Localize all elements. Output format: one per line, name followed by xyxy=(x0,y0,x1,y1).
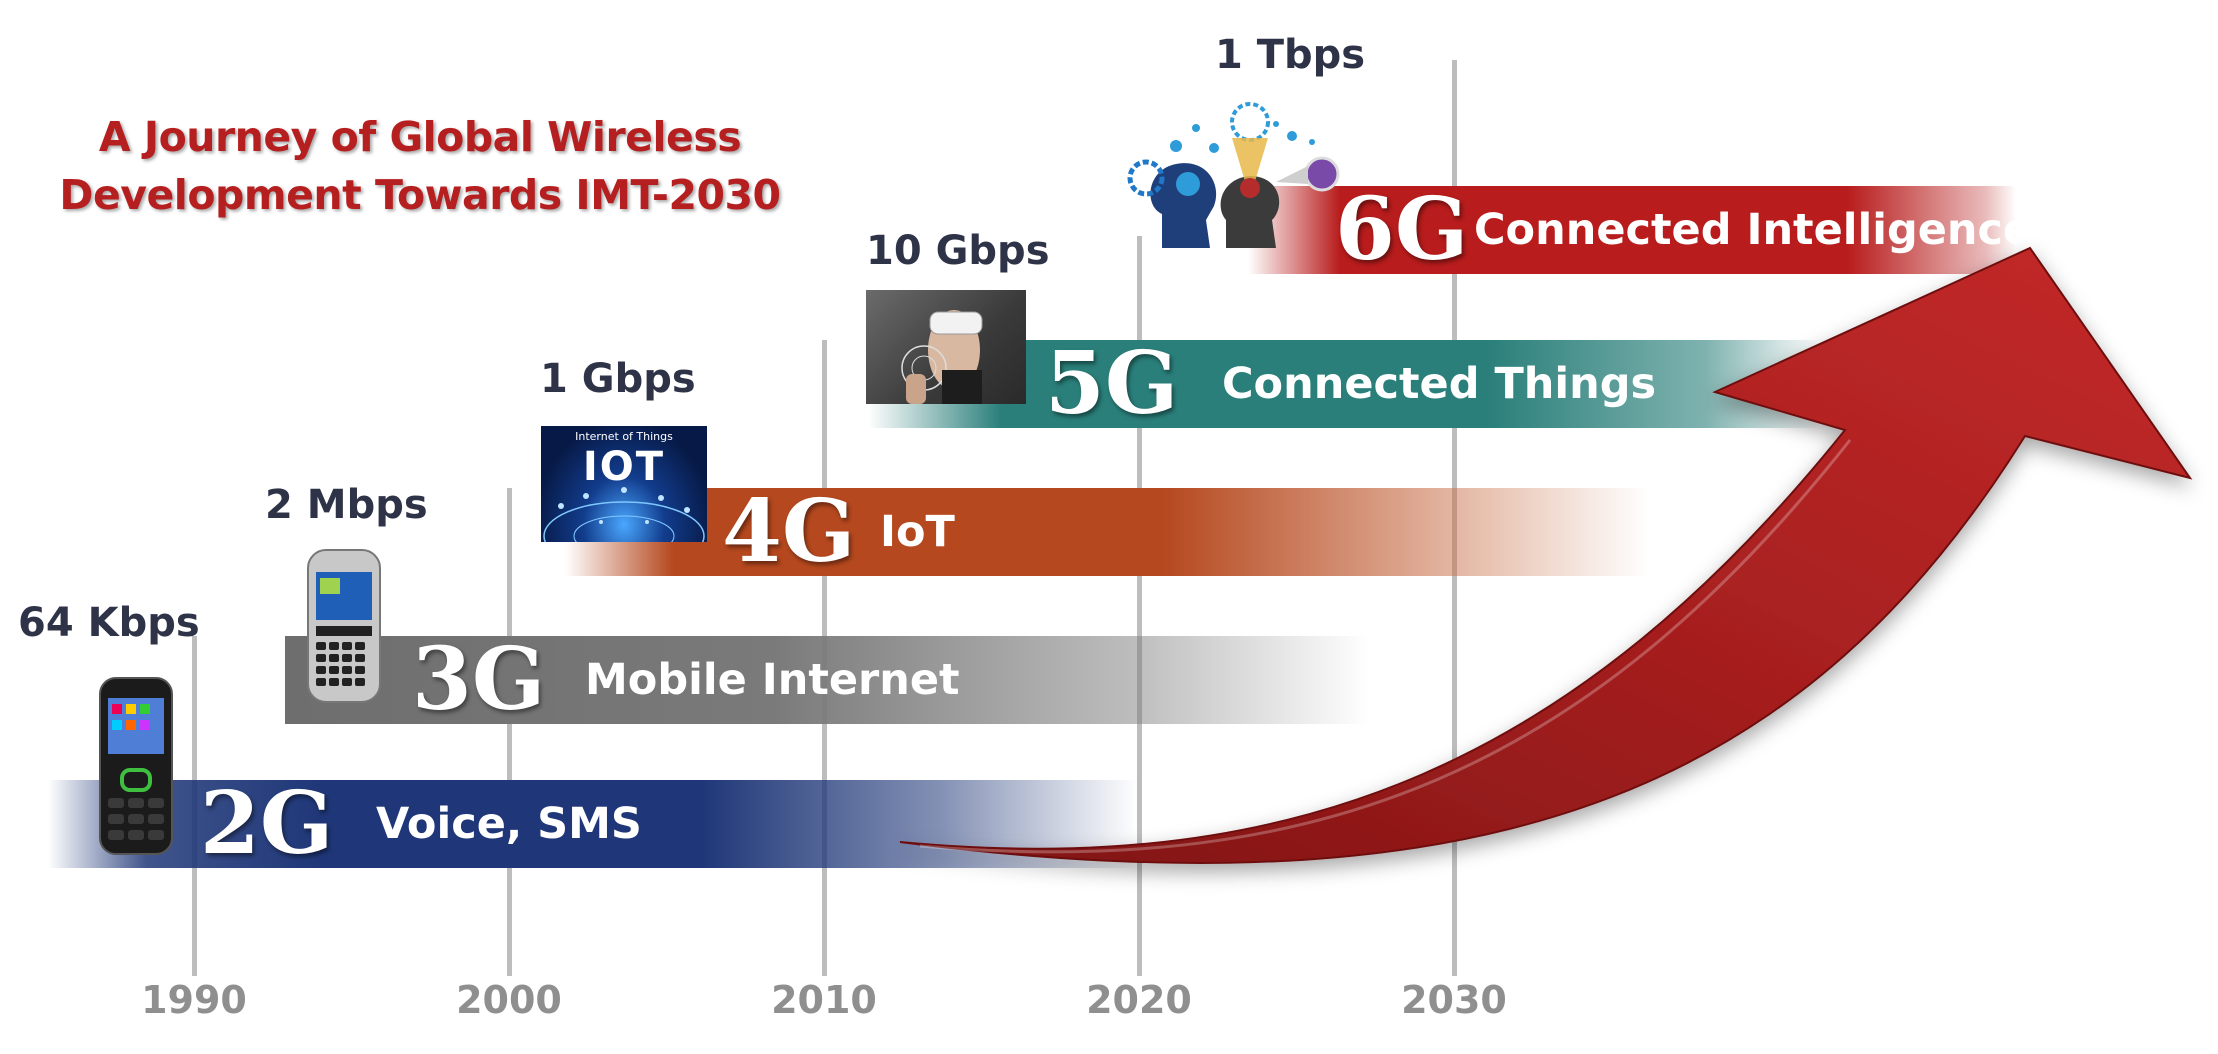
network-icon xyxy=(543,487,705,542)
band-3g xyxy=(285,636,1370,724)
ai-brain-icon xyxy=(1127,102,1340,248)
speed-6g: 1 Tbps xyxy=(1215,32,1366,78)
gen-6g: 6G xyxy=(1335,179,1469,280)
title-line-1: A Journey of Global Wireless xyxy=(98,113,742,161)
gen-4g: 4G xyxy=(722,481,856,582)
band-4g xyxy=(565,488,1650,576)
speed-3g: 2 Mbps xyxy=(265,482,428,528)
year-label-2020: 2020 xyxy=(1086,978,1192,1022)
iot-image-title: IOT xyxy=(582,444,666,490)
iot-image-caption: Internet of Things xyxy=(575,430,673,443)
label-5g: Connected Things xyxy=(1222,359,1657,409)
year-label-2030: 2030 xyxy=(1401,978,1507,1022)
label-6g: Connected Intelligence xyxy=(1474,205,2033,255)
vr-headset-icon xyxy=(901,310,983,404)
year-line-2000 xyxy=(507,488,512,976)
band-5g xyxy=(868,340,1820,428)
label-4g: IoT xyxy=(880,507,955,557)
label-2g: Voice, SMS xyxy=(376,799,642,849)
smartphone-icon xyxy=(307,549,381,703)
label-3g: Mobile Internet xyxy=(585,655,960,705)
speed-5g: 10 Gbps xyxy=(866,228,1050,274)
year-label-1990: 1990 xyxy=(141,978,247,1022)
year-label-2010: 2010 xyxy=(771,978,877,1022)
speed-2g: 64 Kbps xyxy=(18,600,200,646)
band-6g xyxy=(1248,186,2016,274)
year-line-2020 xyxy=(1137,236,1142,976)
diagram-title: A Journey of Global Wireless Development… xyxy=(40,108,800,224)
gen-2g: 2G xyxy=(200,773,334,874)
speed-4g: 1 Gbps xyxy=(540,356,696,402)
title-line-2: Development Towards IMT-2030 xyxy=(59,171,781,219)
vr-headset-image xyxy=(866,290,1026,404)
year-label-2000: 2000 xyxy=(456,978,562,1022)
band-2g xyxy=(48,780,1138,868)
gen-5g: 5G xyxy=(1045,333,1179,434)
feature-phone-icon xyxy=(99,677,173,855)
iot-image: Internet of Things IOT xyxy=(541,426,707,542)
gen-3g: 3G xyxy=(412,629,546,730)
